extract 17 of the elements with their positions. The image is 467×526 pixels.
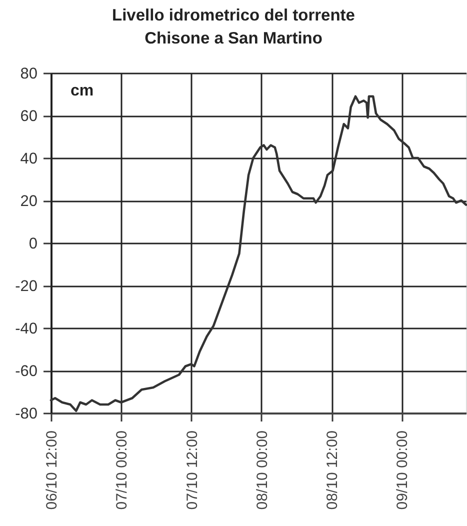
x-tick-label: 07/10 00:00 <box>114 430 131 510</box>
x-tick-label: 08/10 00:00 <box>254 430 271 510</box>
y-tick-label: 80 <box>20 66 38 82</box>
y-tick-label: 40 <box>20 150 38 168</box>
chart-title: Livello idrometrico del torrente Chisone a San Martino <box>112 6 355 48</box>
y-tick-label: 0 <box>28 236 38 252</box>
x-tick-label: 06/10 12:00 <box>44 430 60 510</box>
x-tick-label: 08/10 12:00 <box>324 430 342 510</box>
y-tick-label: -20 <box>15 278 38 295</box>
y-tick-label: 20 <box>20 193 38 210</box>
y-tick-label: 60 <box>20 108 38 125</box>
y-axis-title: cm <box>70 82 94 100</box>
y-tick-label: -80 <box>15 406 38 422</box>
y-tick-label: -40 <box>15 320 38 338</box>
x-tick-label: 09/10 00:00 <box>394 430 412 510</box>
x-tick-label: 07/10 12:00 <box>184 430 201 510</box>
y-tick-label: -60 <box>15 363 38 380</box>
